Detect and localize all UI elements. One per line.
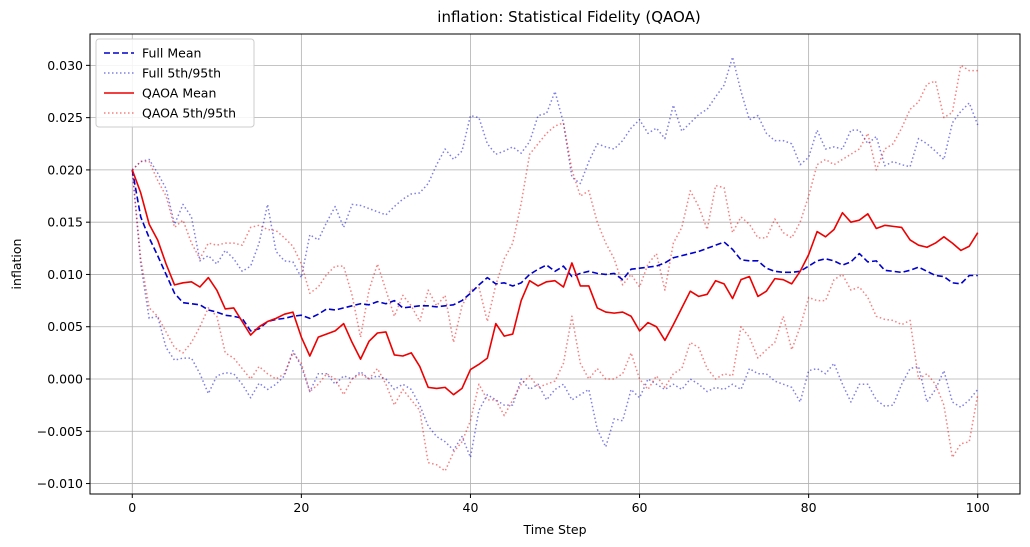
x-tick-label: 0: [128, 500, 136, 515]
legend-label: QAOA 5th/95th: [142, 106, 236, 121]
y-tick-label: 0.030: [47, 58, 83, 73]
y-tick-label: −0.005: [37, 424, 83, 439]
series-line-full-mean: [131, 169, 978, 332]
series-line-qaoa-mean: [131, 169, 979, 396]
y-tick-label: 0.000: [47, 372, 83, 387]
series-line-qaoa-5th-95th-lower: [131, 169, 979, 472]
legend-label: QAOA Mean: [142, 86, 216, 101]
x-tick-label: 60: [632, 500, 648, 515]
y-tick-label: 0.005: [47, 319, 83, 334]
y-tick-label: −0.010: [37, 476, 83, 491]
y-tick-label: 0.015: [47, 215, 83, 230]
x-tick-label: 100: [966, 500, 990, 515]
x-tick-label: 80: [801, 500, 817, 515]
legend: Full Mean Full 5th/95th QAOA Mean QAOA 5th/…: [95, 38, 255, 128]
x-axis-label: Time Step: [522, 522, 586, 537]
series-line-full-5th-95th-lower: [131, 169, 979, 459]
chart-title: inflation: Statistical Fidelity (QAOA): [437, 8, 700, 26]
legend-box: [95, 38, 255, 128]
series-layer: [131, 56, 979, 472]
y-tick-label: 0.010: [47, 267, 83, 282]
series-line-qaoa-5th-95th: [131, 64, 978, 344]
y-tick-label: 0.025: [47, 110, 83, 125]
y-tick-label: 0.020: [47, 162, 83, 177]
x-axis-ticks: 0 20 40 60 80 100: [128, 494, 990, 515]
legend-label: Full Mean: [142, 46, 201, 61]
plot-frame: [89, 33, 1021, 495]
grid: [90, 34, 1020, 494]
y-axis-label: inflation: [9, 239, 24, 290]
y-axis-ticks: −0.010 −0.005 0.000 0.005 0.010 0.015 0.020 0.0…: [37, 58, 90, 491]
series-line-full-5th-95th: [131, 56, 979, 279]
x-tick-label: 40: [463, 500, 479, 515]
legend-label: Full 5th/95th: [142, 66, 221, 81]
x-tick-label: 20: [293, 500, 309, 515]
